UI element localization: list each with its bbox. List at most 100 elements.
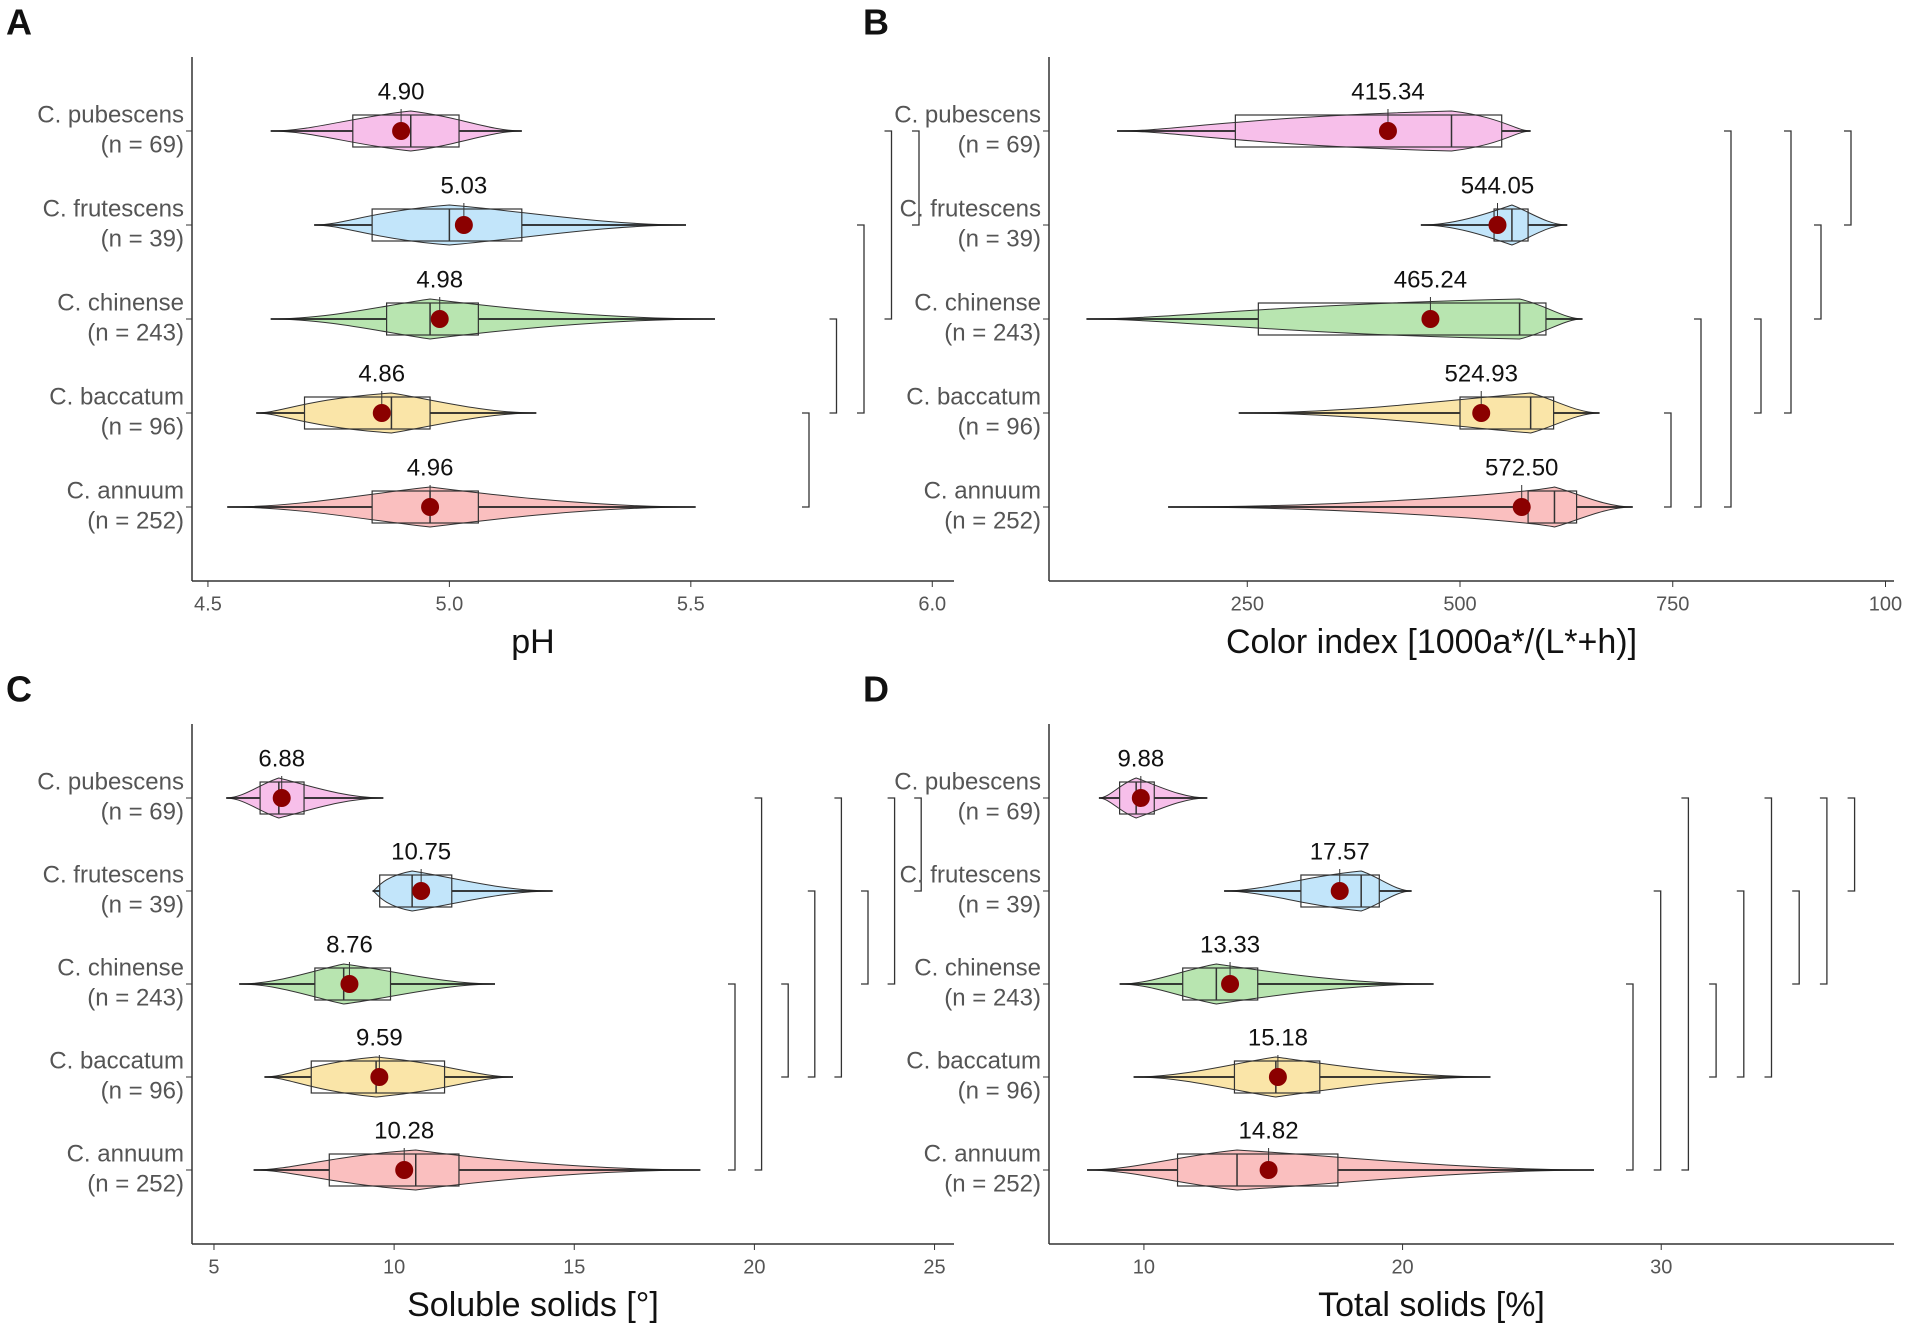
n-label: (n = 39) bbox=[101, 225, 184, 252]
significance-bracket bbox=[914, 797, 922, 892]
mean-label: 5.03 bbox=[441, 172, 488, 199]
mean-label: 17.57 bbox=[1310, 838, 1370, 865]
mean-dot bbox=[430, 310, 449, 328]
mean-label: 6.88 bbox=[258, 745, 305, 772]
n-label: (n = 96) bbox=[958, 1077, 1041, 1104]
mean-label: 4.98 bbox=[416, 266, 463, 293]
significance-bracket bbox=[1847, 797, 1856, 892]
mean-dot bbox=[370, 1068, 389, 1086]
mean-label: 9.88 bbox=[1117, 745, 1164, 772]
mean-dot bbox=[1268, 1068, 1287, 1086]
mean-label: 415.34 bbox=[1351, 78, 1424, 105]
category-label: C. chinense bbox=[57, 954, 184, 981]
n-label: (n = 243) bbox=[944, 319, 1041, 346]
category-label: C. pubescens bbox=[37, 768, 184, 795]
x-axis-label: pH bbox=[511, 623, 554, 661]
significance-bracket bbox=[1792, 890, 1800, 985]
significance-bracket bbox=[728, 983, 736, 1171]
mean-dot bbox=[1131, 789, 1150, 807]
significance-bracket bbox=[887, 797, 896, 985]
mean-dot bbox=[1512, 498, 1531, 516]
n-label: (n = 252) bbox=[944, 507, 1041, 534]
n-label: (n = 39) bbox=[958, 891, 1041, 918]
mean-label: 9.59 bbox=[356, 1024, 403, 1051]
significance-bracket bbox=[829, 318, 838, 414]
mean-label: 4.90 bbox=[378, 78, 425, 105]
significance-bracket bbox=[861, 890, 869, 985]
n-label: (n = 96) bbox=[958, 413, 1041, 440]
mean-label: 4.86 bbox=[358, 360, 405, 387]
mean-label: 465.24 bbox=[1394, 266, 1467, 293]
significance-bracket bbox=[1814, 224, 1822, 320]
x-tick-label: 20 bbox=[1391, 1256, 1413, 1278]
category-label: C. baccatum bbox=[906, 1047, 1041, 1074]
category-label: C. annuum bbox=[924, 1140, 1041, 1167]
n-label: (n = 69) bbox=[958, 798, 1041, 825]
box bbox=[1459, 396, 1555, 430]
box bbox=[314, 967, 392, 1001]
significance-bracket bbox=[1784, 130, 1792, 414]
mean-dot bbox=[392, 122, 411, 140]
significance-bracket bbox=[1754, 318, 1762, 414]
x-tick-label: 750 bbox=[1656, 593, 1689, 615]
category-label: C. baccatum bbox=[49, 383, 184, 410]
significance-bracket bbox=[1764, 797, 1773, 1078]
x-tick-label: 6.0 bbox=[918, 593, 946, 615]
mean-label: 4.96 bbox=[407, 454, 454, 481]
mean-dot bbox=[372, 404, 391, 422]
panel-letter: C bbox=[6, 669, 32, 710]
x-tick-label: 250 bbox=[1231, 593, 1264, 615]
x-tick-label: 30 bbox=[1650, 1256, 1672, 1278]
category-label: C. baccatum bbox=[906, 383, 1041, 410]
box bbox=[1176, 1153, 1339, 1187]
category-label: C. annuum bbox=[67, 477, 184, 504]
x-tick-label: 10 bbox=[1133, 1256, 1155, 1278]
panel-letter: D bbox=[863, 669, 889, 710]
n-label: (n = 252) bbox=[944, 1170, 1041, 1197]
category-label: C. pubescens bbox=[894, 768, 1041, 795]
mean-label: 8.76 bbox=[326, 931, 373, 958]
significance-bracket bbox=[802, 412, 810, 508]
significance-bracket bbox=[781, 983, 789, 1078]
mean-dot bbox=[1378, 122, 1397, 140]
mean-dot bbox=[1259, 1161, 1278, 1179]
significance-bracket bbox=[1626, 983, 1634, 1171]
box bbox=[371, 208, 523, 242]
box bbox=[352, 114, 460, 148]
significance-bracket bbox=[884, 130, 893, 320]
category-label: C. pubescens bbox=[37, 101, 184, 128]
mean-label: 10.75 bbox=[391, 838, 451, 865]
n-label: (n = 96) bbox=[101, 1077, 184, 1104]
mean-label: 14.82 bbox=[1239, 1117, 1299, 1144]
x-tick-label: 5.5 bbox=[677, 593, 705, 615]
n-label: (n = 96) bbox=[101, 413, 184, 440]
significance-bracket bbox=[1819, 797, 1828, 985]
box bbox=[310, 1060, 446, 1094]
panel-letter: A bbox=[6, 2, 32, 43]
box bbox=[1234, 114, 1503, 148]
mean-dot bbox=[272, 789, 291, 807]
significance-bracket bbox=[1709, 983, 1717, 1078]
x-tick-label: 100 bbox=[1869, 593, 1902, 615]
significance-bracket bbox=[912, 130, 920, 226]
x-axis-label: Color index [1000a*/(L*+h)] bbox=[1226, 623, 1637, 661]
x-tick-label: 10 bbox=[383, 1256, 405, 1278]
significance-bracket bbox=[834, 797, 843, 1078]
n-label: (n = 69) bbox=[958, 131, 1041, 158]
mean-label: 13.33 bbox=[1200, 931, 1260, 958]
panel-letter: B bbox=[863, 2, 889, 43]
significance-bracket bbox=[1664, 412, 1672, 508]
mean-dot bbox=[395, 1161, 414, 1179]
x-tick-label: 500 bbox=[1443, 593, 1476, 615]
category-label: C. annuum bbox=[924, 477, 1041, 504]
box bbox=[1119, 781, 1155, 815]
category-label: C. annuum bbox=[67, 1140, 184, 1167]
category-label: C. frutescens bbox=[43, 195, 184, 222]
category-label: C. frutescens bbox=[900, 195, 1041, 222]
x-tick-label: 25 bbox=[923, 1256, 945, 1278]
significance-bracket bbox=[807, 890, 816, 1078]
mean-label: 572.50 bbox=[1485, 454, 1558, 481]
n-label: (n = 39) bbox=[958, 225, 1041, 252]
mean-dot bbox=[1330, 882, 1349, 900]
